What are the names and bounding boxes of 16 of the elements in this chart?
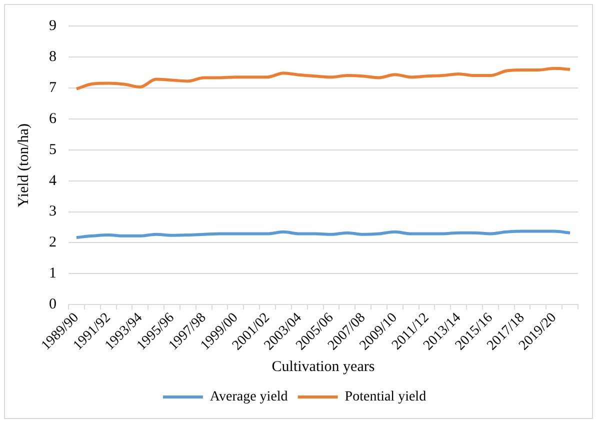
- y-tick-label: 4: [49, 172, 57, 189]
- y-tick-label: 1: [49, 266, 56, 282]
- line-series: [74, 66, 572, 90]
- y-tick-label: 6: [49, 110, 57, 127]
- y-tick-label: 0: [49, 296, 56, 313]
- legend-label: Average yield: [210, 390, 288, 405]
- line-series: [74, 230, 572, 239]
- y-axis-title: Yield (ton/ha): [16, 123, 32, 208]
- y-tick-label: 9: [49, 18, 56, 34]
- y-tick-label: 8: [49, 48, 56, 65]
- y-tick-label: 5: [49, 142, 56, 158]
- legend-label: Potential yield: [344, 390, 426, 405]
- y-tick-label: 7: [49, 80, 57, 96]
- x-axis-title: Cultivation years: [272, 358, 375, 375]
- y-tick-label: 2: [49, 234, 56, 251]
- y-tick-label: 3: [49, 204, 56, 220]
